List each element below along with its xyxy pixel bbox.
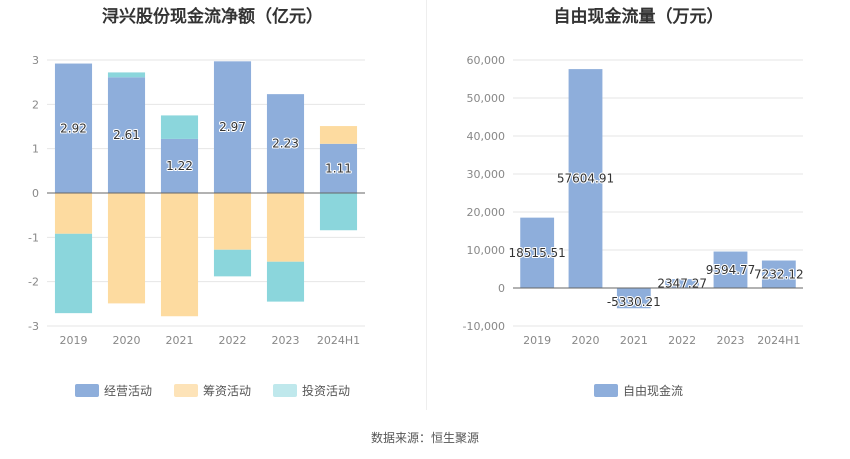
y-tick-label: 2	[32, 98, 39, 111]
x-tick-label: 2021	[166, 334, 194, 347]
y-tick-label: 0	[498, 282, 505, 295]
x-tick-label: 2022	[219, 334, 247, 347]
legend-swatch	[273, 384, 297, 397]
x-tick-label: 2019	[60, 334, 88, 347]
bar-financing	[213, 193, 252, 250]
bar-free-cashflow	[665, 279, 700, 288]
y-tick-label: 1	[32, 143, 39, 156]
legend-swatch	[74, 384, 99, 397]
chart-title: 自由现金流量（万元）	[553, 7, 724, 27]
legend-label: 经营活动	[103, 384, 152, 398]
chart-legend: 经营活动 筹资活动 投资活动	[0, 382, 425, 399]
data-label: 2.97	[219, 120, 246, 134]
bar-investing	[107, 72, 146, 78]
legend-swatch	[173, 384, 198, 397]
data-label: 7232.12	[754, 267, 804, 281]
bar-operating	[319, 143, 358, 193]
x-tick-label: 2019	[523, 334, 551, 347]
x-tick-label: 2022	[668, 334, 696, 347]
data-label: 18515.51	[509, 246, 566, 260]
x-tick-label: 2020	[113, 334, 141, 347]
cashflow-net-chart: 3 2 1 0 -1 -2 -3 2019 2.92 2020 2.61 2021 1.22 2022 2.…	[28, 54, 365, 347]
x-tick-label: 2021	[620, 334, 648, 347]
bar-operating	[160, 138, 199, 193]
bar-free-cashflow	[616, 288, 651, 309]
y-tick-label: -1	[28, 231, 39, 244]
legend-item-investing[interactable]: 投资活动	[273, 382, 350, 399]
legend-label: 筹资活动	[202, 384, 251, 398]
bar-free-cashflow	[520, 217, 555, 288]
bar-financing	[54, 193, 93, 234]
legend-item-financing[interactable]: 筹资活动	[173, 382, 251, 399]
bar-investing	[319, 193, 358, 231]
data-label: 1.22	[166, 159, 193, 173]
chart-title: 浔兴股份现金流净额（亿元）	[102, 7, 323, 27]
data-label: 2.23	[272, 137, 299, 151]
data-label: 1.11	[325, 161, 352, 175]
y-tick-label: 20,000	[467, 206, 506, 219]
y-tick-label: 10,000	[467, 244, 506, 257]
bar-free-cashflow	[761, 260, 796, 288]
bar-financing	[107, 193, 146, 304]
x-tick-label: 2024H1	[317, 334, 360, 347]
bar-investing	[160, 115, 199, 139]
bar-free-cashflow	[713, 251, 748, 288]
data-label: 2.92	[60, 121, 87, 135]
y-tick-label: 60,000	[467, 54, 506, 67]
bar-operating	[266, 94, 305, 193]
data-label: 2.61	[113, 128, 140, 142]
panel-divider	[426, 0, 427, 410]
x-tick-label: 2024H1	[757, 334, 800, 347]
legend-item-operating[interactable]: 经营活动	[74, 382, 152, 399]
data-label: 9594.77	[706, 263, 756, 277]
y-tick-label: 3	[32, 54, 39, 67]
y-tick-label: 40,000	[467, 130, 506, 143]
cashflow-net-chart-panel: 浔兴股份现金流净额（亿元） 3 2 1 0 -1 -2 -3 2019 2.92 2020 2.61…	[0, 0, 425, 410]
bar-free-cashflow	[568, 69, 603, 288]
x-tick-label: 2023	[717, 334, 745, 347]
y-tick-label: 50,000	[467, 92, 506, 105]
bar-financing	[319, 126, 358, 144]
bar-operating	[213, 61, 252, 193]
bar-financing	[160, 193, 199, 317]
data-label: -5330.21	[607, 295, 661, 309]
legend-item-free-cashflow[interactable]: 自由现金流	[593, 382, 683, 399]
data-source: 数据来源：恒生聚源	[370, 431, 479, 445]
bar-investing	[266, 261, 305, 302]
free-cashflow-chart-panel: 自由现金流量（万元） 60,000 50,000 40,000 30,000 20,00…	[427, 0, 850, 410]
bar-investing	[54, 233, 93, 314]
legend-label: 投资活动	[302, 384, 351, 398]
y-tick-label: 0	[32, 187, 39, 200]
y-tick-label: -2	[28, 276, 39, 289]
chart-legend: 自由现金流	[427, 382, 850, 399]
bar-financing	[266, 193, 305, 262]
x-tick-label: 2020	[572, 334, 600, 347]
y-tick-label: -3	[28, 320, 39, 333]
legend-swatch	[593, 384, 618, 397]
x-tick-label: 2023	[272, 334, 300, 347]
bar-operating	[54, 63, 93, 194]
bar-operating	[107, 77, 146, 193]
free-cashflow-chart: 60,000 50,000 40,000 30,000 20,000 10,000 0 -10…	[463, 54, 805, 347]
bar-investing	[213, 249, 252, 277]
legend-label: 自由现金流	[622, 384, 683, 398]
y-tick-label: 30,000	[467, 168, 506, 181]
y-tick-label: -10,000	[463, 320, 505, 333]
data-label: 57604.91	[557, 172, 614, 186]
